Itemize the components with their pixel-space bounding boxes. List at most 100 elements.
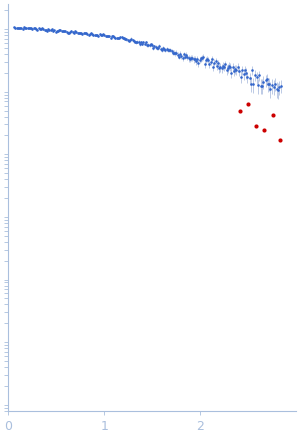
Point: [75, 29, 80, 36]
Point: [170, 49, 175, 56]
Point: [114, 34, 119, 41]
Point: [252, 71, 257, 78]
Point: [196, 59, 201, 66]
Point: [34, 25, 38, 32]
Point: [274, 85, 279, 92]
Point: [15, 24, 20, 31]
Point: [95, 31, 100, 38]
Point: [269, 82, 274, 89]
Point: [67, 29, 71, 36]
Point: [64, 28, 69, 35]
Point: [190, 54, 195, 61]
Point: [59, 28, 64, 35]
Point: [35, 26, 40, 33]
Point: [197, 56, 202, 63]
Point: [147, 41, 152, 48]
Point: [199, 55, 203, 62]
Point: [133, 38, 137, 45]
Point: [192, 55, 197, 62]
Point: [229, 69, 234, 76]
Point: [37, 25, 42, 32]
Point: [112, 33, 117, 40]
Point: [169, 48, 174, 55]
Point: [173, 50, 178, 57]
Point: [30, 26, 35, 33]
Point: [56, 28, 60, 35]
Point: [101, 31, 106, 38]
Point: [20, 25, 25, 32]
Point: [194, 58, 198, 65]
Point: [134, 39, 139, 46]
Point: [107, 33, 112, 40]
Point: [251, 81, 256, 88]
Point: [278, 137, 283, 144]
Point: [268, 85, 273, 92]
Point: [142, 40, 147, 47]
Point: [200, 55, 205, 62]
Point: [96, 32, 101, 39]
Point: [63, 28, 68, 35]
Point: [82, 30, 87, 37]
Point: [267, 80, 272, 87]
Point: [12, 24, 16, 31]
Point: [247, 74, 252, 81]
Point: [212, 59, 217, 66]
Point: [240, 67, 245, 74]
Point: [120, 35, 125, 42]
Point: [135, 38, 140, 45]
Point: [184, 51, 189, 58]
Point: [22, 24, 26, 31]
Point: [140, 40, 145, 47]
Point: [136, 38, 141, 45]
Point: [163, 46, 168, 53]
Point: [118, 34, 123, 41]
Point: [219, 64, 224, 71]
Point: [104, 32, 109, 39]
Point: [148, 41, 153, 48]
Point: [172, 49, 176, 56]
Point: [216, 60, 220, 67]
Point: [41, 26, 46, 33]
Point: [160, 45, 165, 52]
Point: [255, 74, 260, 81]
Point: [103, 32, 108, 39]
Point: [211, 63, 215, 70]
Point: [54, 28, 59, 35]
Point: [40, 24, 45, 31]
Point: [126, 37, 131, 44]
Point: [180, 55, 185, 62]
Point: [124, 36, 129, 43]
Point: [58, 26, 63, 33]
Point: [153, 43, 158, 50]
Point: [157, 42, 162, 49]
Point: [275, 86, 280, 93]
Point: [277, 84, 281, 91]
Point: [25, 25, 30, 32]
Point: [24, 25, 29, 32]
Point: [141, 38, 146, 45]
Point: [32, 25, 37, 32]
Point: [178, 50, 182, 57]
Point: [248, 80, 253, 87]
Point: [130, 36, 135, 43]
Point: [185, 53, 190, 60]
Point: [225, 64, 230, 71]
Point: [226, 62, 231, 69]
Point: [203, 56, 208, 63]
Point: [228, 63, 232, 70]
Point: [26, 24, 31, 31]
Point: [152, 43, 157, 50]
Point: [128, 37, 133, 44]
Point: [223, 61, 228, 68]
Point: [16, 25, 21, 32]
Point: [28, 25, 32, 32]
Point: [256, 82, 261, 89]
Point: [186, 55, 191, 62]
Point: [36, 24, 41, 31]
Point: [92, 32, 97, 39]
Point: [98, 32, 103, 39]
Point: [14, 24, 19, 31]
Point: [279, 82, 284, 89]
Point: [113, 35, 118, 42]
Point: [238, 107, 242, 114]
